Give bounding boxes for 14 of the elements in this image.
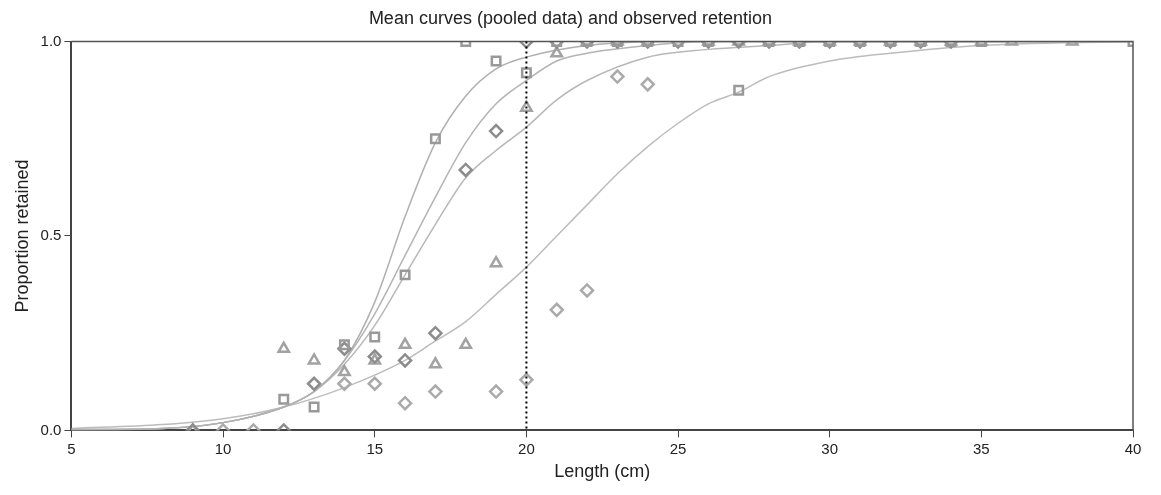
x-tick-label: 25: [669, 439, 687, 457]
x-tick-label: 20: [518, 439, 535, 457]
x-tick-label: 35: [973, 439, 990, 457]
x-axis-title: Length (cm): [554, 461, 651, 482]
x-tick-label: 40: [1124, 439, 1142, 457]
x-tick-label: 5: [67, 439, 76, 457]
x-tick-label: 30: [821, 439, 839, 457]
x-tick-label: 15: [366, 439, 384, 457]
y-tick-label: 0.5: [40, 226, 62, 244]
x-tick-label: 10: [214, 439, 232, 457]
y-axis-title: Proportion retained: [11, 159, 32, 313]
y-tick-label: 1.0: [40, 31, 62, 49]
y-tick-label: 0.0: [40, 420, 62, 438]
chart-title: Mean curves (pooled data) and observed retention: [368, 7, 773, 28]
